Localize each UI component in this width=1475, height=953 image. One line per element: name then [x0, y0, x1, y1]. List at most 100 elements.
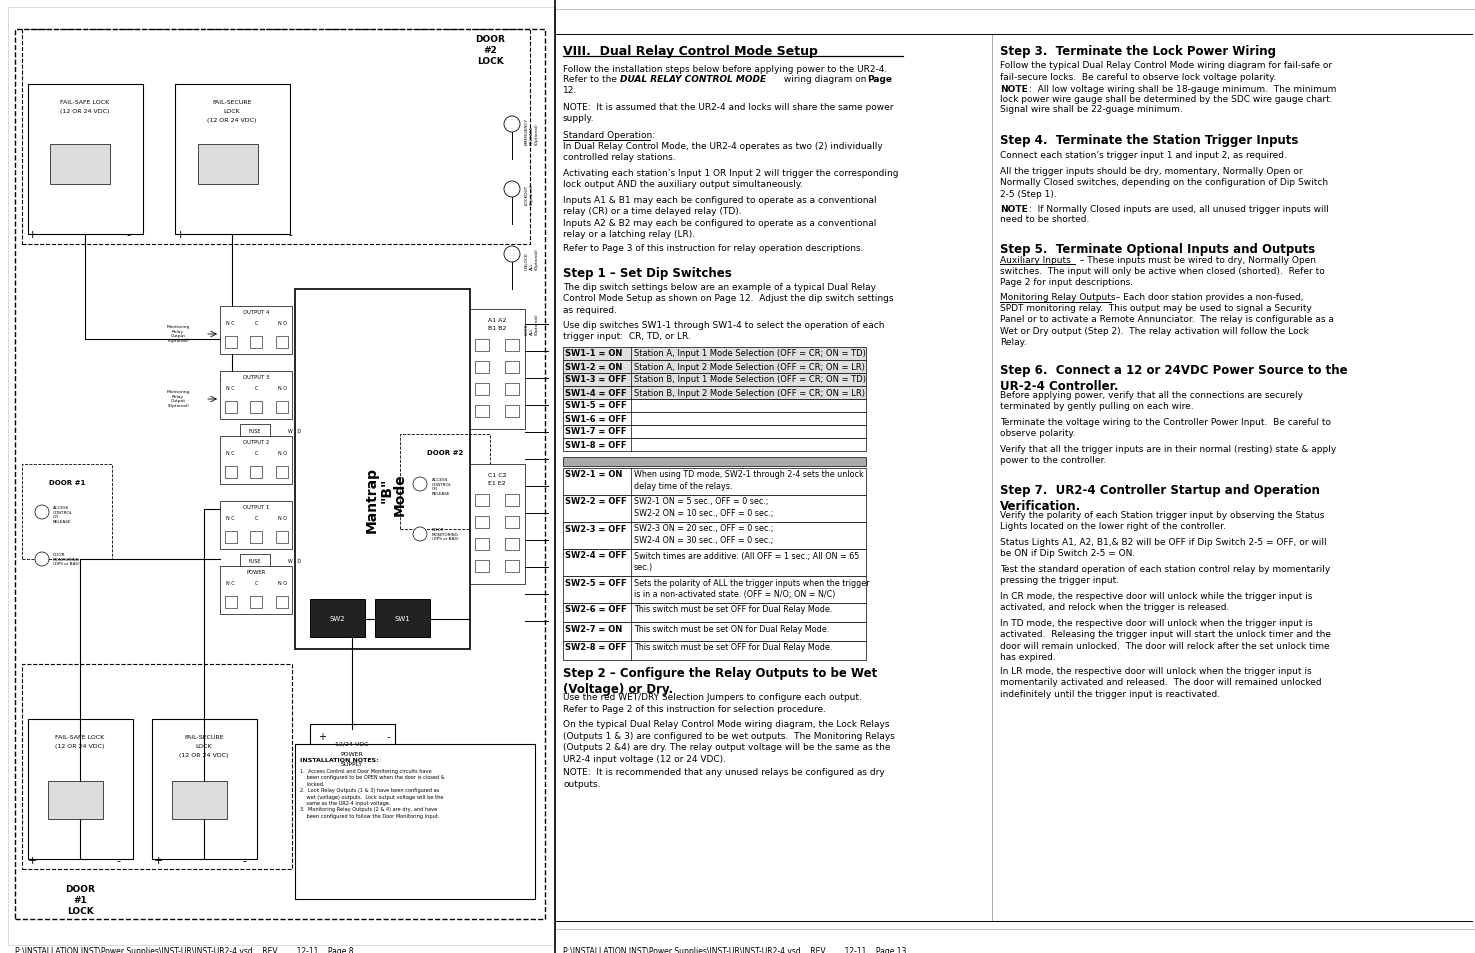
Text: SPDT monitoring relay.  This output may be used to signal a Security
Panel or to: SPDT monitoring relay. This output may b…: [1000, 304, 1333, 347]
Bar: [563, 522, 866, 549]
Text: 1.  Access Control and Door Monitoring circuits have
    been configured to be O: 1. Access Control and Door Monitoring ci…: [299, 768, 445, 818]
Text: (12 OR 24 VDC): (12 OR 24 VDC): [180, 752, 229, 758]
Bar: [220, 566, 292, 615]
Text: ACCESS
CONTROL
OR
RELEASE: ACCESS CONTROL OR RELEASE: [53, 505, 72, 523]
Text: #1: #1: [74, 895, 87, 904]
Circle shape: [504, 247, 521, 263]
Circle shape: [35, 505, 49, 519]
Text: SW2-2 = OFF: SW2-2 = OFF: [565, 497, 627, 506]
Bar: [504, 339, 519, 352]
Text: wiring diagram on: wiring diagram on: [780, 75, 869, 85]
Text: Step 5.  Terminate Optional Inputs and Outputs: Step 5. Terminate Optional Inputs and Ou…: [1000, 243, 1316, 256]
Text: – These inputs must be wired to dry, Normally Open: – These inputs must be wired to dry, Nor…: [1077, 255, 1316, 265]
Bar: [226, 467, 237, 478]
Bar: [226, 532, 237, 543]
Text: C1 C2
E1 E2: C1 C2 E1 E2: [488, 473, 506, 486]
Bar: [563, 549, 866, 576]
Text: A1 A2
B1 B2: A1 A2 B1 B2: [488, 317, 506, 331]
Bar: [310, 724, 395, 820]
Bar: [220, 372, 292, 419]
Text: N C: N C: [226, 580, 235, 585]
Text: Station B, Input 1 Mode Selection (OFF = CR; ON = TD): Station B, Input 1 Mode Selection (OFF =…: [634, 375, 866, 384]
Bar: [220, 501, 292, 550]
Text: Follow the installation steps below before applying power to the UR2-4.: Follow the installation steps below befo…: [563, 65, 888, 74]
Text: OUTPUT 4: OUTPUT 4: [243, 310, 270, 314]
Text: N O: N O: [277, 386, 286, 391]
Text: N O: N O: [277, 320, 286, 326]
Bar: [28, 720, 133, 859]
Text: SW1: SW1: [394, 616, 410, 621]
Text: Before applying power, verify that all the connections are securely
terminated b: Before applying power, verify that all t…: [1000, 391, 1302, 411]
Text: :  All low voltage wiring shall be 18-gauge minimum.  The minimum: : All low voltage wiring shall be 18-gau…: [1030, 85, 1336, 93]
Text: Mantrap: Mantrap: [364, 467, 379, 533]
Text: On the typical Dual Relay Control Mode wiring diagram, the Lock Relays
(Outputs : On the typical Dual Relay Control Mode w…: [563, 720, 895, 763]
Bar: [475, 538, 490, 551]
Circle shape: [413, 527, 426, 541]
Bar: [504, 538, 519, 551]
Circle shape: [413, 477, 426, 492]
Text: In Dual Relay Control Mode, the UR2-4 operates as two (2) individually
controlle: In Dual Relay Control Mode, the UR2-4 op…: [563, 142, 882, 162]
Bar: [249, 532, 263, 543]
Text: -: -: [117, 855, 119, 865]
Text: NOTE: NOTE: [1000, 85, 1028, 93]
Text: C: C: [254, 451, 258, 456]
Bar: [475, 339, 490, 352]
Bar: [475, 517, 490, 529]
Text: SW1-8 = OFF: SW1-8 = OFF: [565, 440, 627, 449]
Text: FAIL-SAFE LOCK: FAIL-SAFE LOCK: [60, 100, 109, 105]
Text: Standard Operation:: Standard Operation:: [563, 132, 655, 140]
Text: -: -: [288, 230, 292, 240]
Bar: [226, 336, 237, 349]
Text: Refer to Page 3 of this instruction for relay operation descriptions.: Refer to Page 3 of this instruction for …: [563, 244, 863, 253]
Text: FAIL-SECURE: FAIL-SECURE: [184, 734, 224, 740]
Text: SW2: SW2: [329, 616, 345, 621]
Bar: [563, 360, 866, 374]
Text: LOCK: LOCK: [224, 109, 240, 113]
Bar: [504, 406, 519, 417]
Text: +: +: [319, 731, 326, 741]
Bar: [220, 436, 292, 484]
Text: DOOR
MONITORING
(DPS or BAS): DOOR MONITORING (DPS or BAS): [432, 527, 459, 540]
Text: This switch must be set OFF for Dual Relay Mode.: This switch must be set OFF for Dual Rel…: [634, 605, 832, 614]
Bar: [475, 406, 490, 417]
Text: DOOR #1: DOOR #1: [49, 479, 86, 485]
Text: NOTE: NOTE: [1000, 204, 1028, 213]
Text: C: C: [254, 516, 258, 520]
Circle shape: [504, 117, 521, 132]
Text: P:\INSTALLATION INST\Power Supplies\INST-UR\INST-UR2-4.vsd    REV        12-11  : P:\INSTALLATION INST\Power Supplies\INST…: [15, 946, 354, 953]
Bar: [475, 560, 490, 573]
Text: DOOR: DOOR: [65, 884, 94, 893]
Text: Switch times are additive. (All OFF = 1 sec.; All ON = 65
sec.): Switch times are additive. (All OFF = 1 …: [634, 551, 860, 571]
Text: SW2-3 = OFF: SW2-3 = OFF: [565, 524, 627, 533]
Bar: [276, 336, 288, 349]
Text: SW1-1 = ON: SW1-1 = ON: [565, 349, 622, 358]
Bar: [475, 384, 490, 395]
Bar: [249, 597, 263, 608]
Text: Station A, Input 1 Mode Selection (OFF = CR; ON = TD): Station A, Input 1 Mode Selection (OFF =…: [634, 349, 866, 358]
Bar: [471, 310, 525, 430]
Bar: [226, 597, 237, 608]
Text: 12/24 VDC: 12/24 VDC: [335, 741, 369, 746]
Text: +: +: [176, 230, 184, 240]
Bar: [563, 603, 866, 622]
Text: LOCK: LOCK: [196, 743, 212, 748]
Bar: [240, 555, 270, 573]
Text: Activating each station’s Input 1 OR Input 2 will trigger the corresponding
lock: Activating each station’s Input 1 OR Inp…: [563, 169, 898, 190]
Text: This switch must be set ON for Dual Relay Mode.: This switch must be set ON for Dual Rela…: [634, 624, 829, 633]
Text: INSTALLATION NOTES:: INSTALLATION NOTES:: [299, 758, 379, 762]
Text: The dip switch settings below are an example of a typical Dual Relay
Control Mod: The dip switch settings below are an exa…: [563, 283, 894, 314]
Text: :  If Normally Closed inputs are used, all unused trigger inputs will: : If Normally Closed inputs are used, al…: [1030, 204, 1329, 213]
Text: 12.: 12.: [563, 86, 577, 95]
Text: Step 4.  Terminate the Station Trigger Inputs: Step 4. Terminate the Station Trigger In…: [1000, 133, 1298, 147]
Text: Follow the typical Dual Relay Control Mode wiring diagram for fail-safe or
fail-: Follow the typical Dual Relay Control Mo…: [1000, 61, 1332, 82]
Bar: [173, 781, 227, 820]
Text: EMERGENCY
RELEASE
(Optional): EMERGENCY RELEASE (Optional): [525, 118, 538, 145]
Bar: [220, 307, 292, 355]
Text: POWER: POWER: [341, 751, 363, 757]
Text: Terminate the voltage wiring to the Controller Power Input.  Be careful to
obser: Terminate the voltage wiring to the Cont…: [1000, 417, 1330, 438]
Text: LOCK: LOCK: [66, 906, 93, 915]
Text: (12 OR 24 VDC): (12 OR 24 VDC): [56, 743, 105, 748]
Bar: [475, 361, 490, 374]
Text: "B": "B": [381, 476, 394, 502]
Text: SW2-7 = ON: SW2-7 = ON: [565, 624, 622, 633]
